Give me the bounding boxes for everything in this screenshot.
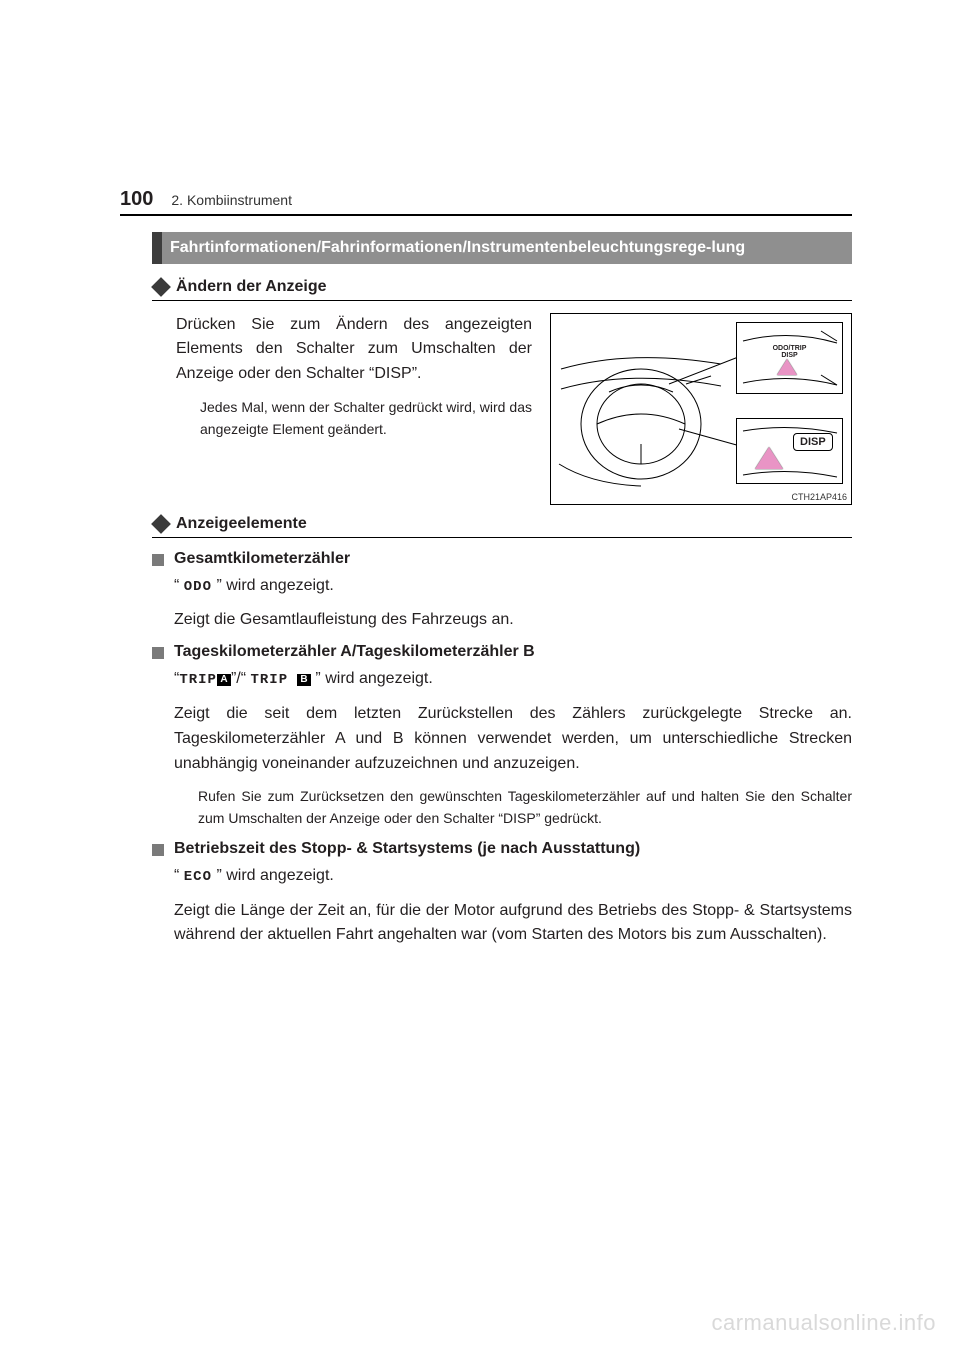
odo-label: ODO (184, 579, 212, 595)
square-bullet-icon (152, 554, 164, 566)
item-2-note: Rufen Sie zum Zurücksetzen den gewünscht… (174, 786, 852, 829)
arrow-icon (755, 447, 783, 469)
section1-para1: Drücken Sie zum Ändern des angezeigten E… (152, 313, 532, 387)
section1-text: Drücken Sie zum Ändern des angezeigten E… (152, 313, 532, 451)
trip-b-label: TRIP (250, 672, 288, 688)
eco-label: ECO (184, 869, 212, 885)
badge-a-icon: A (217, 674, 231, 686)
dashboard-diagram: ODO/TRIP DISP DISP CTH21AP416 (550, 313, 852, 505)
text: ” wird angezeigt. (212, 577, 334, 594)
item-2-para: Zeigt die seit dem letzten Zurückstellen… (174, 702, 852, 776)
subsection-1-title: Ändern der Anzeige (176, 278, 327, 296)
page-header: 100 2. Kombiinstrument (120, 188, 840, 211)
item-3-display-line: “ ECO ” wird angezeigt. (174, 864, 852, 889)
callout-disp: DISP (736, 418, 843, 484)
text: ” wird angezeigt. (212, 867, 334, 884)
item-1-display-line: “ ODO ” wird angezeigt. (174, 574, 852, 599)
trip-a-label: TRIP (179, 672, 217, 688)
item-1-title: Gesamtkilometerzähler (174, 550, 350, 568)
text: ” wird angezeigt. (311, 670, 433, 687)
page-number: 100 (120, 188, 153, 211)
diamond-bullet-icon (151, 514, 171, 534)
item-2-display-line: “TRIPA”/“ TRIP B ” wird angezeigt. (174, 667, 852, 692)
item-1-heading: Gesamtkilometerzähler (152, 550, 852, 568)
section1-body: Drücken Sie zum Ändern des angezeigten E… (152, 313, 852, 505)
diagram-caption: CTH21AP416 (791, 492, 847, 502)
text: ”/“ (231, 670, 251, 687)
section1-para2: Jedes Mal, wenn der Schalter gedrückt wi… (152, 397, 532, 440)
item-1-body: “ ODO ” wird angezeigt. Zeigt die Gesamt… (152, 574, 852, 634)
header-rule (120, 214, 852, 216)
subsection-1-heading: Ändern der Anzeige (152, 278, 852, 296)
watermark: carmanualsonline.info (711, 1310, 936, 1336)
item-2-title: Tageskilometerzähler A/Tageskilometerzäh… (174, 643, 535, 661)
subsection-rule (152, 300, 852, 301)
item-1-para: Zeigt die Gesamtlaufleistung des Fahrzeu… (174, 608, 852, 633)
item-3-body: “ ECO ” wird angezeigt. Zeigt die Länge … (152, 864, 852, 948)
item-3-heading: Betriebszeit des Stopp- & Startsystems (… (152, 840, 852, 858)
page: 100 2. Kombiinstrument Fahrtinformatione… (0, 0, 960, 1358)
disp-button-label: DISP (793, 433, 833, 451)
diamond-bullet-icon (151, 277, 171, 297)
callout-odo-trip: ODO/TRIP DISP (736, 322, 843, 394)
subsection-rule (152, 537, 852, 538)
arrow-icon (777, 359, 797, 375)
section-banner: Fahrtinformationen/Fahrinformationen/Ins… (152, 232, 852, 264)
subsection-2-heading: Anzeigeelemente (152, 515, 852, 533)
callout-disp-svg (737, 419, 842, 483)
item-2-heading: Tageskilometerzähler A/Tageskilometerzäh… (152, 643, 852, 661)
badge-b-icon: B (297, 674, 311, 686)
item-3-title: Betriebszeit des Stopp- & Startsystems (… (174, 840, 640, 858)
content-area: Fahrtinformationen/Fahrinformationen/Ins… (152, 232, 852, 958)
text: “ (174, 577, 184, 594)
square-bullet-icon (152, 647, 164, 659)
square-bullet-icon (152, 844, 164, 856)
text: “ (174, 867, 184, 884)
item-3-para: Zeigt die Länge der Zeit an, für die der… (174, 899, 852, 949)
item-2-body: “TRIPA”/“ TRIP B ” wird angezeigt. Zeigt… (152, 667, 852, 830)
chapter-label: 2. Kombiinstrument (171, 192, 292, 208)
subsection-2-title: Anzeigeelemente (176, 515, 307, 533)
callout-odo-label: ODO/TRIP DISP (737, 345, 842, 359)
